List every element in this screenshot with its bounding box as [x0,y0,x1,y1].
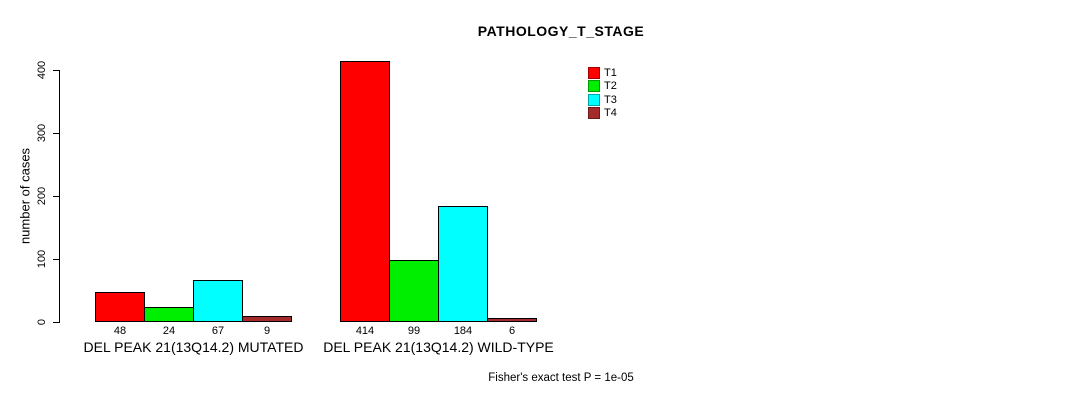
legend-swatch-t3 [588,93,600,106]
annotation-text: Fisher's exact test P = 1e-05 [488,372,634,384]
bar-value-label: 99 [407,325,421,337]
y-tick-mark [53,322,59,323]
bar-t2-group1 [144,307,194,322]
bar-value-label: 414 [355,325,375,337]
legend-item-t4: T4 [588,107,617,121]
legend-label: T2 [604,80,617,93]
y-tick-mark [53,259,59,260]
bar-t2-group2 [389,260,439,322]
bar-t4-group2 [487,318,537,322]
y-tick-label: 0 [36,318,48,326]
category-label: DEL PEAK 21(13Q14.2) MUTATED [83,339,304,355]
y-axis-line [59,70,60,323]
y-tick-label: 300 [36,123,48,143]
bar-value-label: 184 [453,325,473,337]
bar-value-label: 6 [508,325,516,337]
bar-value-label: 48 [113,325,127,337]
y-tick-label: 200 [36,186,48,206]
y-tick-mark [53,133,59,134]
category-label: DEL PEAK 21(13Q14.2) WILD-TYPE [323,339,554,355]
bar-value-label: 67 [211,325,225,337]
legend-label: T3 [604,93,617,106]
legend-item-t2: T2 [588,80,617,94]
legend-item-t3: T3 [588,93,617,107]
bar-t1-group2 [340,61,390,322]
y-tick-label: 100 [36,249,48,269]
bar-t1-group1 [95,292,145,322]
legend-label: T1 [604,66,617,79]
bar-t3-group2 [438,206,488,322]
y-tick-mark [53,196,59,197]
y-tick-mark [53,70,59,71]
legend-swatch-t4 [588,107,600,120]
legend-label: T4 [604,107,617,120]
legend-swatch-t1 [588,66,600,79]
bar-t3-group1 [193,280,243,322]
y-axis-label: number of cases [17,147,33,245]
legend-item-t1: T1 [588,66,617,80]
bar-t4-group1 [242,316,292,322]
bar-value-label: 24 [162,325,176,337]
legend-swatch-t2 [588,80,600,93]
legend: T1 T2 T3 T4 [588,66,617,120]
chart-title: PATHOLOGY_T_STAGE [477,23,645,39]
bar-value-label: 9 [263,325,271,337]
y-tick-label: 400 [36,60,48,80]
